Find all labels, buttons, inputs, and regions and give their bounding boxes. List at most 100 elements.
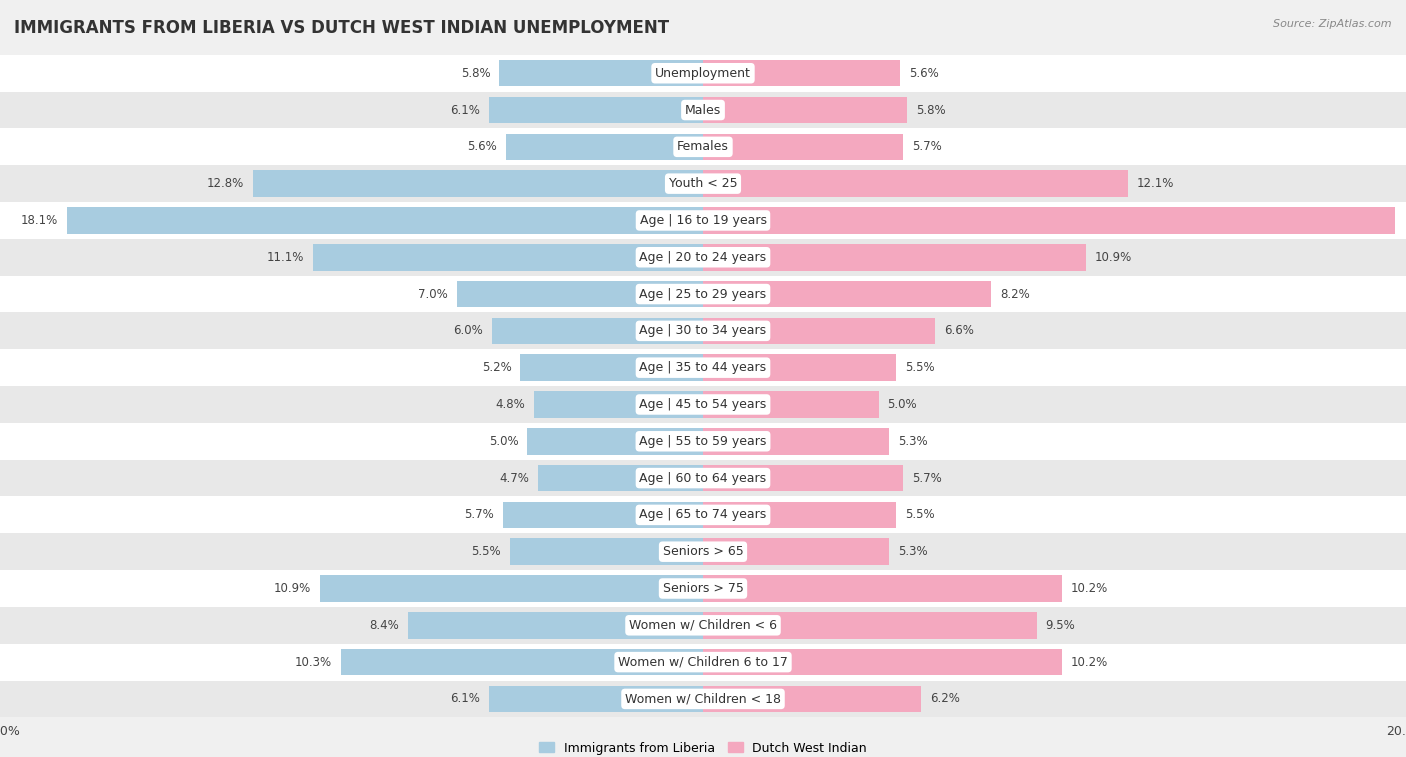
Bar	[506, 133, 703, 160]
Text: IMMIGRANTS FROM LIBERIA VS DUTCH WEST INDIAN UNEMPLOYMENT: IMMIGRANTS FROM LIBERIA VS DUTCH WEST IN…	[14, 19, 669, 37]
Text: 4.8%: 4.8%	[496, 398, 526, 411]
Text: Women w/ Children 6 to 17: Women w/ Children 6 to 17	[619, 656, 787, 668]
Text: 6.1%: 6.1%	[450, 104, 479, 117]
Text: 5.7%: 5.7%	[912, 472, 942, 484]
Bar	[703, 391, 879, 418]
Text: Unemployment: Unemployment	[655, 67, 751, 79]
Bar	[0, 497, 1406, 533]
Bar	[0, 607, 1406, 643]
Text: 7.0%: 7.0%	[419, 288, 449, 301]
Text: Age | 65 to 74 years: Age | 65 to 74 years	[640, 509, 766, 522]
Text: Males: Males	[685, 104, 721, 117]
Bar	[0, 423, 1406, 459]
Text: 19.7%: 19.7%	[1405, 214, 1406, 227]
Text: Youth < 25: Youth < 25	[669, 177, 737, 190]
Text: 5.6%: 5.6%	[908, 67, 938, 79]
Bar	[0, 55, 1406, 92]
Text: 8.4%: 8.4%	[370, 618, 399, 632]
Text: 6.6%: 6.6%	[943, 324, 973, 338]
Text: 6.1%: 6.1%	[450, 693, 479, 706]
Bar	[534, 391, 703, 418]
Text: 5.3%: 5.3%	[898, 435, 928, 448]
Text: Age | 20 to 24 years: Age | 20 to 24 years	[640, 251, 766, 263]
Bar	[703, 575, 1062, 602]
Bar	[0, 533, 1406, 570]
Bar	[340, 649, 703, 675]
Bar	[489, 97, 703, 123]
Bar	[0, 681, 1406, 718]
Text: 5.8%: 5.8%	[915, 104, 945, 117]
Text: 5.5%: 5.5%	[471, 545, 501, 558]
Bar	[492, 318, 703, 344]
Text: 5.7%: 5.7%	[912, 140, 942, 154]
Text: 5.7%: 5.7%	[464, 509, 494, 522]
Bar	[703, 612, 1038, 639]
Text: 10.9%: 10.9%	[274, 582, 311, 595]
Bar	[703, 97, 907, 123]
Bar	[703, 318, 935, 344]
Text: 5.6%: 5.6%	[468, 140, 498, 154]
Text: Seniors > 65: Seniors > 65	[662, 545, 744, 558]
Bar	[0, 276, 1406, 313]
Text: Women w/ Children < 18: Women w/ Children < 18	[626, 693, 780, 706]
Text: 10.2%: 10.2%	[1070, 582, 1108, 595]
Bar	[408, 612, 703, 639]
Text: 8.2%: 8.2%	[1000, 288, 1029, 301]
Text: 10.9%: 10.9%	[1095, 251, 1132, 263]
Bar	[0, 570, 1406, 607]
Text: 9.5%: 9.5%	[1046, 618, 1076, 632]
Text: 10.2%: 10.2%	[1070, 656, 1108, 668]
Text: Age | 45 to 54 years: Age | 45 to 54 years	[640, 398, 766, 411]
Bar	[527, 428, 703, 454]
Text: 5.5%: 5.5%	[905, 509, 935, 522]
Text: Age | 55 to 59 years: Age | 55 to 59 years	[640, 435, 766, 448]
Bar	[703, 649, 1062, 675]
Text: Age | 16 to 19 years: Age | 16 to 19 years	[640, 214, 766, 227]
Text: 5.5%: 5.5%	[905, 361, 935, 374]
Text: Seniors > 75: Seniors > 75	[662, 582, 744, 595]
Text: Age | 35 to 44 years: Age | 35 to 44 years	[640, 361, 766, 374]
Bar	[0, 239, 1406, 276]
Text: Age | 25 to 29 years: Age | 25 to 29 years	[640, 288, 766, 301]
Text: Age | 60 to 64 years: Age | 60 to 64 years	[640, 472, 766, 484]
Bar	[703, 538, 889, 565]
Text: Females: Females	[678, 140, 728, 154]
Bar	[0, 459, 1406, 497]
Bar	[703, 281, 991, 307]
Bar	[703, 244, 1087, 270]
Bar	[703, 428, 889, 454]
Text: Source: ZipAtlas.com: Source: ZipAtlas.com	[1274, 19, 1392, 29]
Bar	[520, 354, 703, 381]
Text: 5.2%: 5.2%	[482, 361, 512, 374]
Bar	[0, 92, 1406, 129]
Text: 4.7%: 4.7%	[499, 472, 529, 484]
Bar	[537, 465, 703, 491]
Text: 18.1%: 18.1%	[21, 214, 58, 227]
Bar	[0, 202, 1406, 239]
Text: 5.3%: 5.3%	[898, 545, 928, 558]
Bar	[0, 129, 1406, 165]
Bar	[503, 502, 703, 528]
Text: Women w/ Children < 6: Women w/ Children < 6	[628, 618, 778, 632]
Text: 10.3%: 10.3%	[295, 656, 332, 668]
Text: Age | 30 to 34 years: Age | 30 to 34 years	[640, 324, 766, 338]
Legend: Immigrants from Liberia, Dutch West Indian: Immigrants from Liberia, Dutch West Indi…	[534, 737, 872, 757]
Text: 5.0%: 5.0%	[887, 398, 917, 411]
Bar	[703, 465, 904, 491]
Bar	[703, 686, 921, 712]
Text: 11.1%: 11.1%	[267, 251, 304, 263]
Bar	[0, 313, 1406, 349]
Bar	[703, 170, 1129, 197]
Bar	[510, 538, 703, 565]
Text: 12.1%: 12.1%	[1137, 177, 1174, 190]
Bar	[66, 207, 703, 234]
Bar	[489, 686, 703, 712]
Bar	[457, 281, 703, 307]
Bar	[703, 502, 897, 528]
Bar	[703, 354, 897, 381]
Bar	[0, 349, 1406, 386]
Bar	[499, 60, 703, 86]
Text: 6.2%: 6.2%	[929, 693, 959, 706]
Bar	[0, 165, 1406, 202]
Bar	[703, 133, 904, 160]
